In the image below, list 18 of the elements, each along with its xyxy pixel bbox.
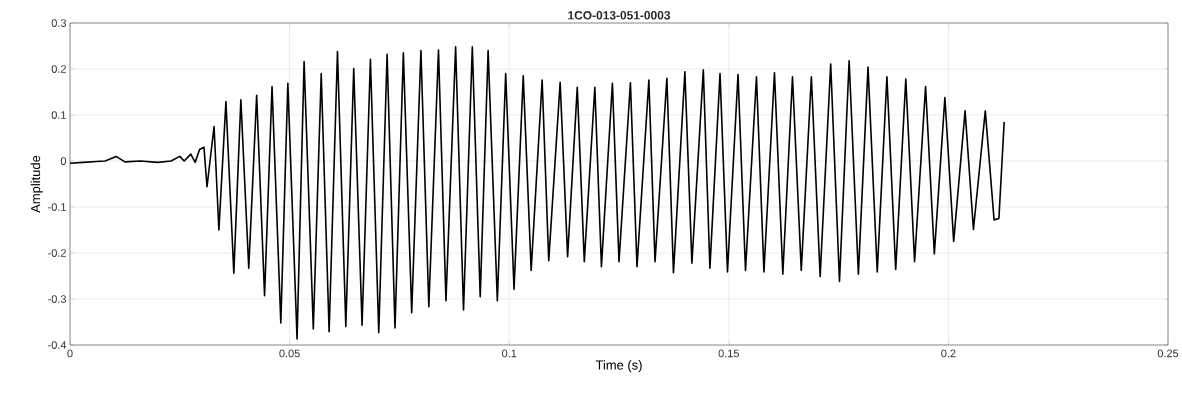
y-tick-label: -0.2 bbox=[48, 249, 66, 257]
y-tick-label: -0.1 bbox=[48, 203, 66, 211]
y-tick-label: 0.2 bbox=[51, 65, 66, 73]
x-tick-label: 0.25 bbox=[1157, 349, 1179, 358]
y-axis-title: Amplitude bbox=[30, 155, 43, 213]
x-axis-title: Time (s) bbox=[595, 360, 642, 373]
x-tick-label: 0 bbox=[67, 349, 73, 358]
y-tick-label: -0.3 bbox=[48, 295, 66, 303]
y-tick-label: 0.3 bbox=[51, 19, 66, 27]
x-tick-label: 0.15 bbox=[718, 349, 739, 358]
x-tick-label: 0.05 bbox=[279, 349, 300, 358]
y-tick-label: 0.1 bbox=[51, 111, 66, 119]
line-series bbox=[70, 46, 1005, 340]
chart-title: 1CO-013-051-0003 bbox=[568, 11, 671, 20]
y-tick-label: 0 bbox=[60, 157, 67, 165]
y-tick-label: -0.4 bbox=[48, 341, 67, 349]
x-tick-label: 0.2 bbox=[941, 349, 956, 358]
x-tick-label: 0.1 bbox=[502, 349, 517, 358]
